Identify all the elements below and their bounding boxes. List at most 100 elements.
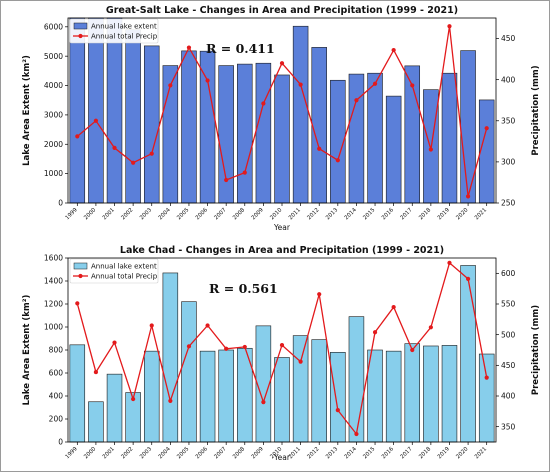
precip-point-2000 — [93, 369, 99, 375]
x-tick-label: 2007 — [213, 446, 227, 460]
precip-point-2017 — [410, 347, 415, 353]
bar-2006 — [199, 50, 216, 204]
y-tick-label: 800 — [49, 346, 64, 355]
y-tick-label: 3000 — [44, 111, 63, 120]
precip-point-2021 — [484, 375, 489, 380]
bar-2012 — [311, 47, 327, 204]
y-tick-label: 1000 — [44, 323, 63, 332]
x-tick-label: 2013 — [325, 446, 339, 460]
precip-point-2016 — [391, 304, 396, 310]
legend-swatch-marker — [78, 33, 83, 39]
x-tick-label: 2001 — [102, 446, 116, 460]
precip-point-2010 — [279, 342, 285, 348]
precip-point-2011 — [298, 82, 303, 87]
bar-2011 — [292, 335, 309, 443]
bar-2001 — [106, 17, 123, 204]
x-tick-label: 2005 — [176, 446, 190, 460]
legend-label-line: Annual total Precip — [91, 33, 158, 41]
precip-point-2008 — [242, 170, 247, 175]
x-tick-label: 1999 — [65, 446, 79, 460]
y2-tick-label: 450 — [501, 34, 516, 43]
legend-box — [69, 18, 159, 44]
bar-2000 — [88, 401, 104, 443]
bar-2012 — [311, 339, 327, 443]
bar-2007 — [218, 349, 234, 443]
y2-tick-label: 250 — [501, 199, 516, 208]
precip-point-2015 — [372, 81, 378, 86]
x-tick-label: 2021 — [474, 207, 488, 221]
x-tick-label: 2015 — [362, 446, 376, 460]
precip-point-2012 — [317, 292, 322, 297]
x-tick-label: 2004 — [158, 207, 172, 221]
x-tick-label: 1999 — [65, 207, 79, 221]
bar-2020 — [460, 50, 476, 204]
x-tick-label: 2021 — [474, 446, 488, 460]
precip-point-2020 — [465, 194, 471, 199]
precip-point-2009 — [261, 101, 266, 106]
bar-2019 — [441, 345, 458, 443]
x-tick-label: 2011 — [288, 207, 302, 221]
y-tick-label: 0 — [58, 438, 63, 447]
y2-tick-label: 550 — [501, 300, 516, 309]
x-tick-label: 2018 — [418, 446, 432, 460]
x-tick-label: 2000 — [83, 446, 97, 460]
x-tick-label: 2001 — [102, 207, 116, 221]
bar-2005 — [181, 50, 197, 204]
x-tick-label: 2017 — [400, 207, 414, 221]
x-axis-label: Year — [273, 453, 291, 462]
x-tick-label: 2008 — [232, 446, 246, 460]
precip-point-2007 — [224, 177, 229, 183]
precip-point-2002 — [131, 396, 136, 402]
x-tick-label: 2013 — [325, 207, 339, 221]
bar-2003 — [143, 45, 160, 204]
y2-tick-label: 300 — [501, 157, 516, 166]
x-tick-label: 2003 — [139, 207, 153, 221]
x-tick-label: 2009 — [251, 207, 265, 221]
y2-tick-label: 400 — [501, 75, 516, 84]
precip-point-2016 — [391, 47, 396, 53]
chart-title: Great-Salt Lake - Changes in Area and Pr… — [106, 5, 458, 16]
precip-point-2004 — [168, 398, 173, 404]
y-tick-label: 1600 — [44, 254, 63, 263]
precip-point-2007 — [224, 346, 229, 351]
x-tick-label: 2019 — [437, 446, 451, 460]
x-tick-label: 2007 — [213, 207, 227, 221]
bar-2008 — [237, 63, 253, 204]
precip-point-2005 — [186, 45, 192, 50]
x-tick-label: 2008 — [232, 207, 246, 221]
y-tick-label: 0 — [58, 199, 63, 208]
precip-point-2015 — [372, 330, 378, 335]
x-tick-label: 2014 — [344, 446, 358, 460]
bar-2018 — [423, 345, 439, 443]
x-tick-label: 2020 — [455, 446, 469, 460]
x-tick-label: 2002 — [120, 207, 134, 221]
bar-2014 — [348, 316, 365, 443]
x-tick-label: 2004 — [158, 446, 172, 460]
x-tick-label: 2006 — [195, 207, 209, 221]
x-tick-label: 2000 — [83, 207, 97, 221]
precip-point-2019 — [447, 260, 452, 266]
x-tick-label: 2012 — [306, 207, 320, 221]
bar-1999 — [69, 17, 86, 204]
y-tick-label: 6000 — [44, 22, 63, 31]
y-tick-label: 2000 — [44, 140, 63, 149]
precip-point-2004 — [168, 83, 173, 88]
x-tick-label: 2010 — [269, 207, 283, 221]
bar-2002 — [125, 29, 141, 204]
chart-lake-chad: Lake Chad - Changes in Area and Precipit… — [22, 245, 541, 462]
x-tick-label: 2006 — [195, 446, 209, 460]
precip-point-2019 — [447, 24, 452, 29]
bar-2010 — [274, 74, 290, 204]
legend-label-bar: Annual lake extent — [91, 23, 157, 31]
y2-tick-label: 500 — [501, 330, 516, 339]
precip-point-2011 — [298, 359, 303, 364]
bar-2009 — [255, 62, 272, 204]
legend-swatch-bar — [73, 22, 88, 30]
x-axis-label: Year — [273, 223, 291, 232]
precip-point-2014 — [354, 98, 359, 103]
precip-point-2010 — [279, 61, 285, 66]
bar-2007 — [218, 65, 234, 204]
precip-point-2003 — [149, 151, 154, 156]
bar-2000 — [88, 17, 104, 204]
